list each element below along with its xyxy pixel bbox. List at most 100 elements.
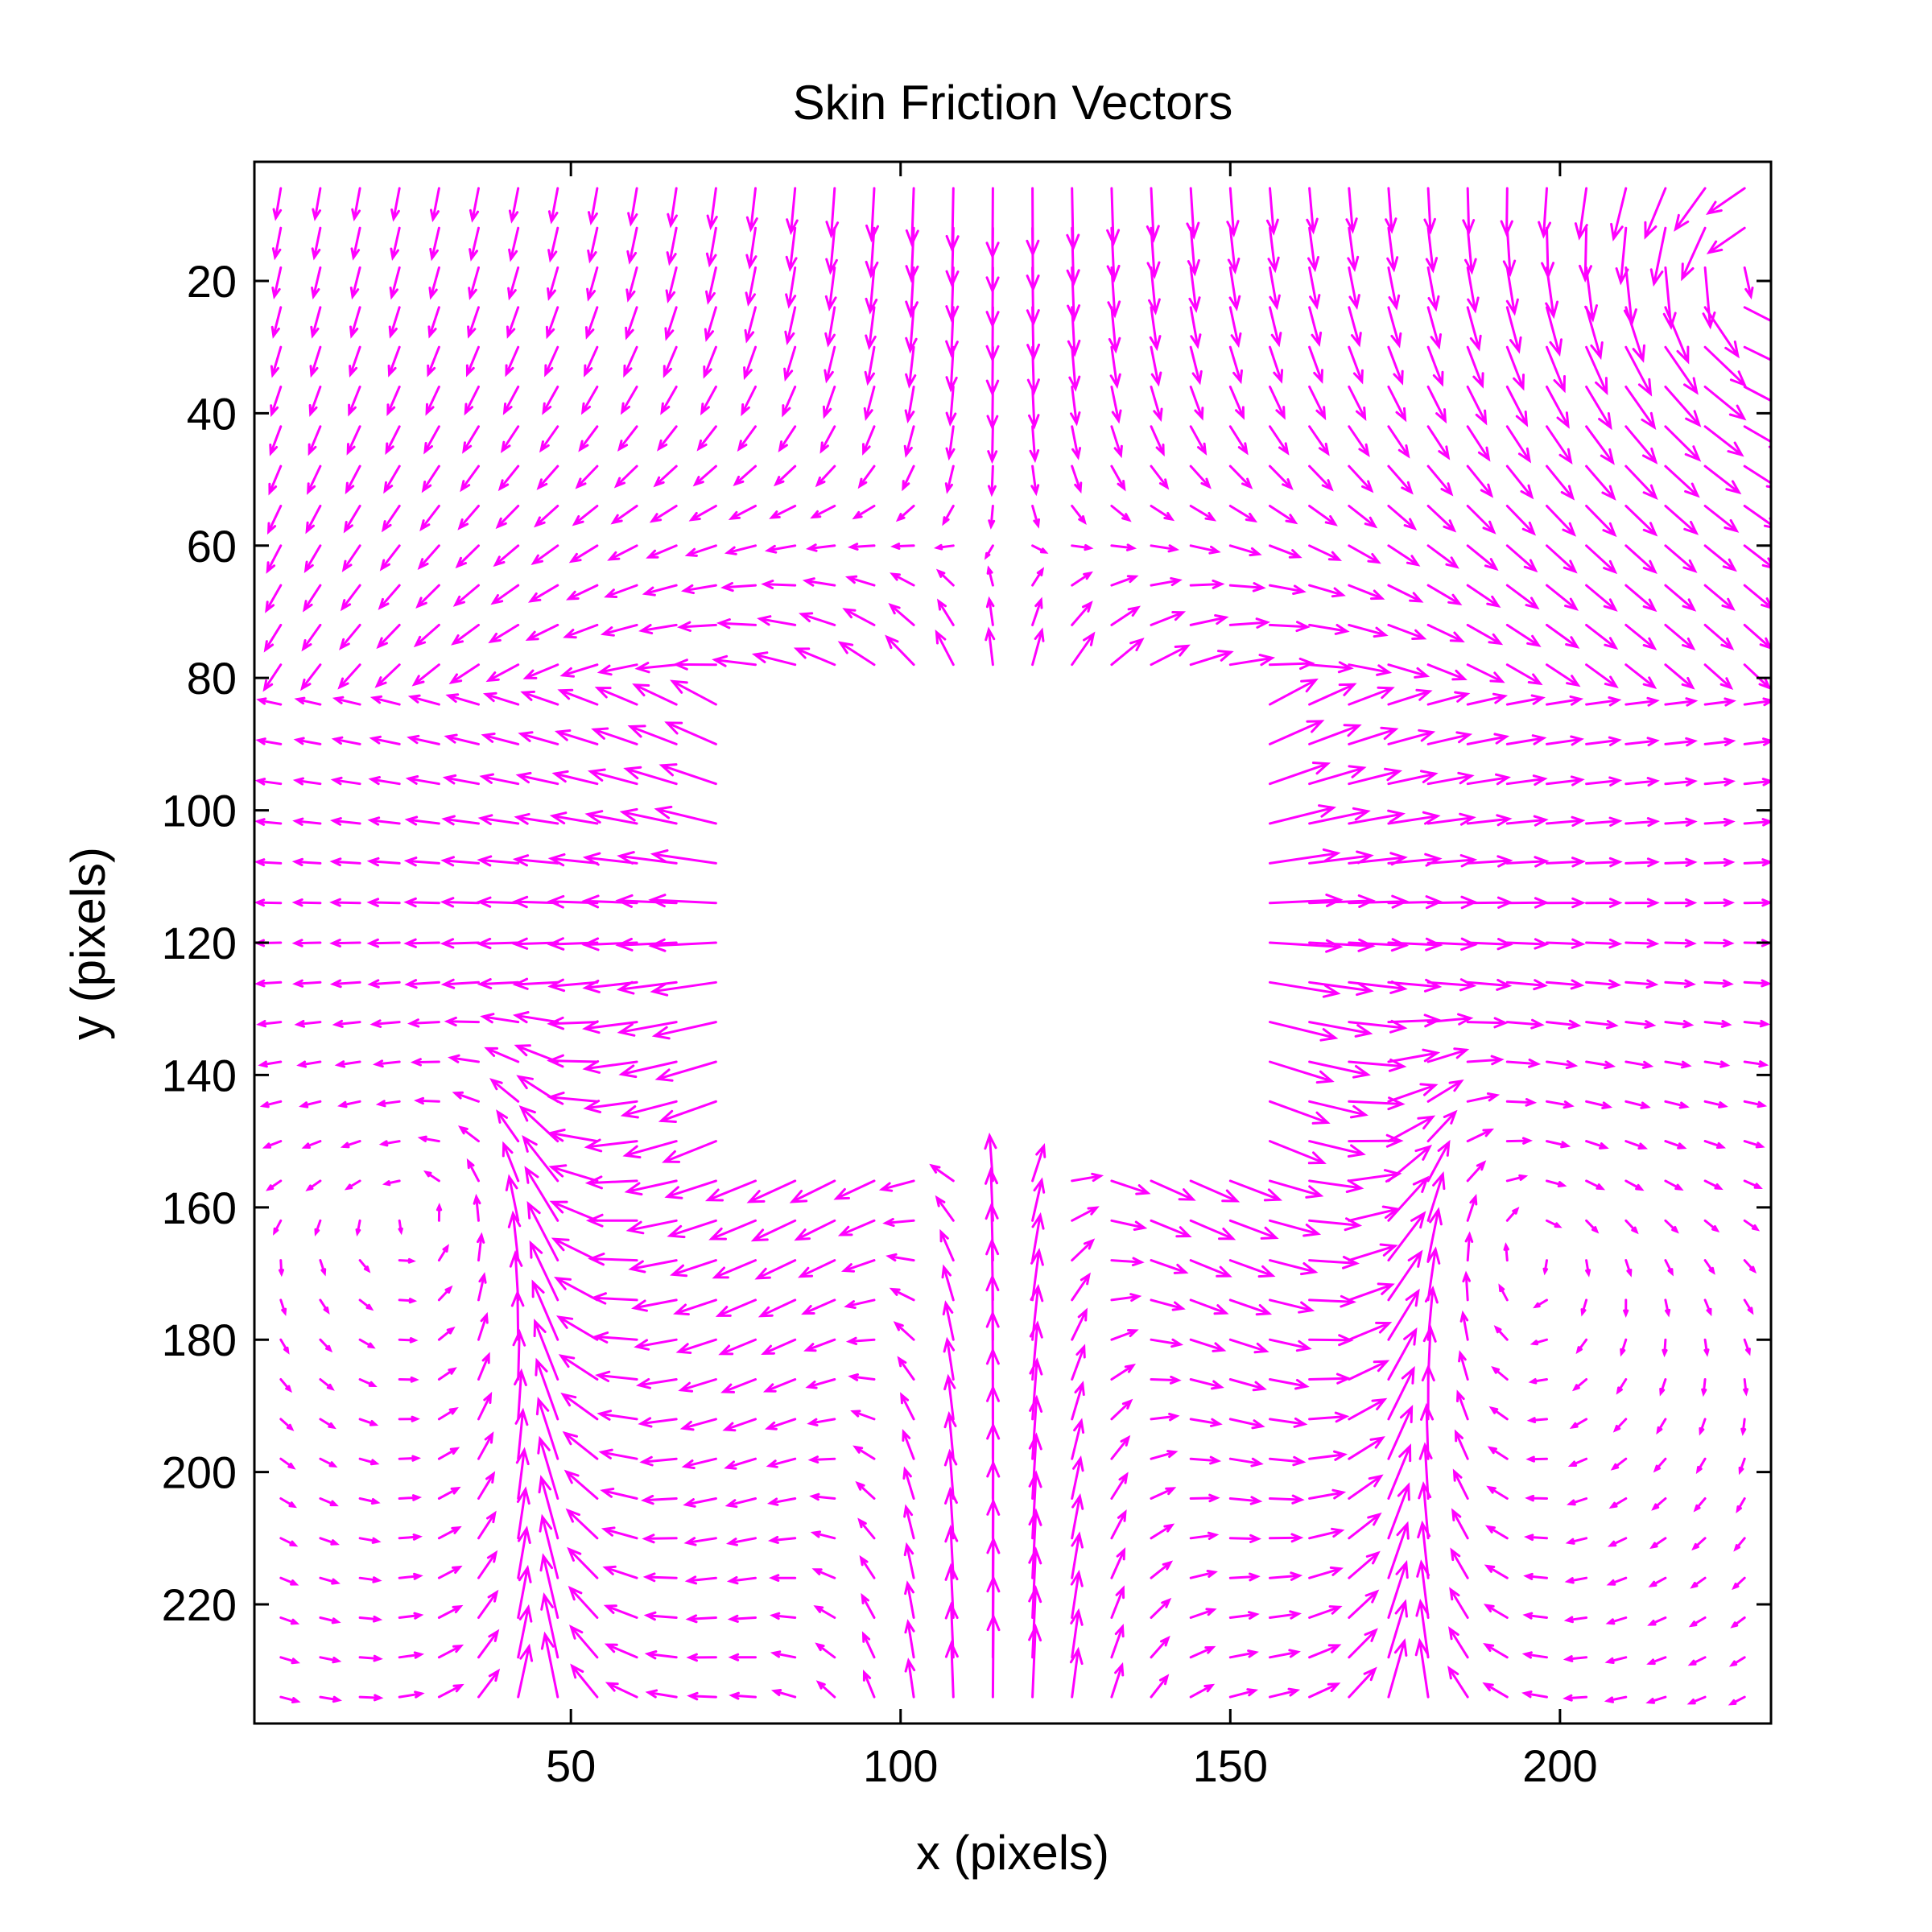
vector-arrow [941,1264,955,1302]
vector-arrow [1308,1021,1373,1038]
vector-arrow [536,464,559,490]
vector-arrow [1031,597,1043,626]
vector-arrow [819,425,836,454]
vector-arrow [473,1193,481,1222]
vector-arrow [798,1259,836,1278]
vector-arrow [1447,1666,1469,1699]
vector-arrow [329,939,361,947]
vector-arrow [582,979,638,993]
vector-arrow [1387,1482,1410,1540]
vector-arrow [1585,544,1618,575]
vector-arrow [1620,1338,1628,1357]
vector-arrow [425,386,440,416]
vector-arrow [441,815,480,826]
vector-arrow [547,187,559,225]
vector-arrow [279,1338,290,1355]
y-tick-label: 220 [162,1579,237,1630]
vector-arrow [568,544,599,564]
vector-arrow [1150,544,1180,553]
vector-arrow [600,1488,638,1500]
vector-arrow [1681,226,1707,282]
vector-arrow [1187,226,1200,277]
vector-arrow [667,1219,717,1239]
vector-arrow [584,810,638,825]
vector-arrow [1107,266,1121,319]
x-axis-label: x (pixels) [916,1826,1109,1880]
vector-arrow [1624,979,1659,989]
y-tick-label: 120 [162,918,237,968]
vector-arrow [1269,848,1341,865]
vector-arrow [617,425,638,452]
vector-arrow [1308,724,1362,745]
vector-arrow [1743,1219,1761,1232]
vector-arrow [319,1457,338,1468]
vector-arrow [1651,1497,1667,1511]
vector-arrow [1308,1450,1348,1461]
vector-arrow [1546,775,1585,786]
vector-arrow [1528,1378,1548,1385]
vector-arrow [617,851,678,865]
vector-arrow [616,980,678,995]
vector-arrow [1228,1649,1259,1659]
vector-arrow [1448,1626,1469,1659]
vector-arrow [1387,1559,1409,1619]
vector-arrow [1028,1584,1042,1659]
vector-arrow [1228,1259,1276,1278]
vector-arrow [1308,683,1357,706]
vector-arrow [1608,1497,1628,1509]
vector-arrow [1228,464,1253,489]
vector-arrow [783,345,797,382]
vector-arrow [1348,1397,1388,1421]
vector-arrow [527,584,559,603]
vector-arrow [1348,809,1406,825]
vector-arrow [319,1695,342,1703]
vector-arrow [1466,1160,1487,1183]
vector-arrow [650,980,717,997]
vector-arrow [807,1455,836,1463]
vector-arrow [465,345,480,378]
vector-arrow [1743,818,1771,827]
vector-arrow [292,777,322,786]
vector-arrow [1228,617,1271,629]
vector-arrow [1269,980,1341,998]
vector-arrow [1189,1645,1216,1659]
vector-arrow [1228,544,1262,557]
vector-arrow [859,1554,876,1579]
vector-arrow [1110,386,1122,424]
vector-arrow [582,852,638,866]
vector-arrow [1466,386,1488,426]
vector-arrow [1269,720,1325,745]
vector-arrow [1466,1092,1501,1103]
vector-arrow [508,226,520,262]
vector-arrow [805,543,836,552]
vector-arrow [1028,1546,1042,1619]
vector-arrow [646,544,678,559]
vector-arrow [904,1657,916,1699]
vector-arrow [522,1134,559,1183]
vector-arrow [942,1300,955,1341]
vector-arrow [1743,1019,1771,1028]
vector-arrow [1426,1246,1441,1302]
vector-arrow [562,1430,599,1460]
vector-arrow [1546,1059,1579,1070]
vector-arrow [815,1642,836,1659]
vector-arrow [413,623,440,648]
vector-arrow [398,1376,419,1383]
vector-arrow [477,1471,496,1500]
vector-arrow [337,1100,361,1108]
vector-arrow [1387,1365,1415,1421]
vector-arrow [1505,544,1538,573]
vector-arrow [807,1418,836,1426]
vector-arrow [329,979,361,989]
vector-arrow [1071,1272,1091,1302]
vector-arrow [329,817,361,826]
vector-arrow [1579,226,1592,283]
vector-arrow [1743,737,1771,746]
vector-arrow [534,505,559,528]
vector-arrow [547,1092,599,1105]
vector-arrow [1693,1497,1707,1513]
vector-arrow [457,1125,480,1143]
vector-arrow [1505,1098,1538,1107]
vector-arrow [301,623,322,652]
